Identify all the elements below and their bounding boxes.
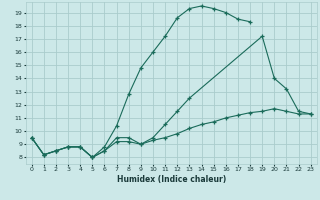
X-axis label: Humidex (Indice chaleur): Humidex (Indice chaleur) [116, 175, 226, 184]
